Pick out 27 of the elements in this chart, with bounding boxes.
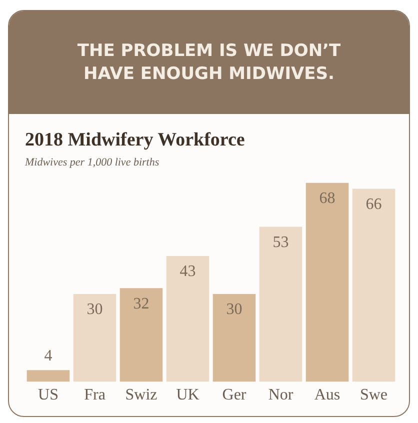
bar (306, 182, 349, 382)
bar (259, 226, 302, 382)
x-tick-label: Aus (314, 386, 340, 404)
x-tick-label: Swiz (125, 386, 158, 404)
data-label: 30 (86, 301, 103, 318)
x-tick-label: Swe (360, 386, 388, 404)
x-tick-label: Nor (268, 386, 294, 404)
data-label: 43 (180, 263, 196, 280)
bar (26, 370, 70, 382)
x-tick-label: Ger (222, 386, 247, 404)
data-label: 66 (366, 196, 382, 213)
x-tick-label: UK (176, 386, 200, 404)
data-label: 4 (44, 347, 52, 364)
bar (212, 294, 256, 382)
data-label: 32 (133, 295, 150, 312)
x-tick-label: Fra (84, 386, 106, 404)
bar (166, 256, 210, 382)
data-label: 30 (226, 301, 242, 318)
text: THE PROBLEM IS WE DON’T HAVE ENOUGH MIDWIVES. (9, 11, 409, 114)
bar (352, 188, 396, 382)
bar (73, 294, 116, 382)
data-label: 68 (319, 190, 336, 208)
bar (120, 288, 163, 382)
data-label: 53 (272, 234, 289, 251)
chart-subtitle: Midwives per 1,000 live births (24, 156, 160, 168)
x-tick-label: US (38, 386, 58, 404)
chart-title: 2018 Midwifery Workforce (25, 129, 245, 150)
